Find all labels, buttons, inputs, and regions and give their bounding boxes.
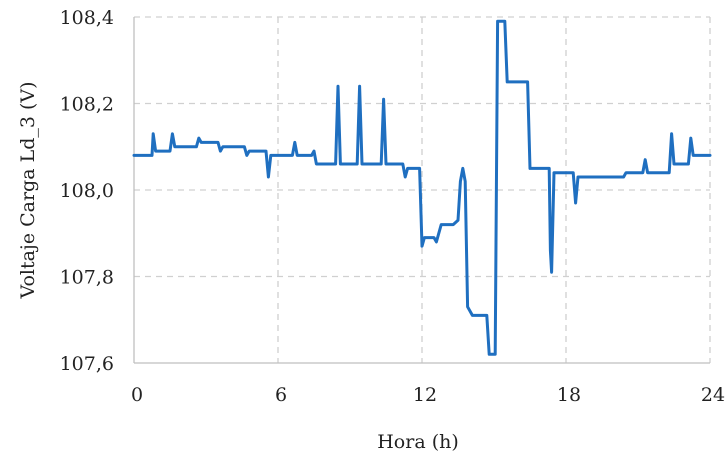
axes <box>133 17 710 364</box>
x-tick-label: 12 <box>413 384 437 406</box>
series-group <box>132 19 712 356</box>
y-axis-label: Voltaje Carga Ld_3 (V) <box>17 81 39 299</box>
y-tick-label: 107,8 <box>60 267 114 289</box>
y-tick-label: 108,4 <box>60 7 114 29</box>
y-tick-label: 107,6 <box>60 353 114 375</box>
x-tick-labels: 0 6 12 18 24 <box>131 384 725 406</box>
x-tick-label: 6 <box>275 384 287 406</box>
y-tick-label: 108,2 <box>60 94 114 116</box>
series-line-0 <box>132 19 712 356</box>
grid-lines <box>134 16 711 363</box>
x-axis-label: Hora (h) <box>377 431 459 453</box>
x-tick-label: 24 <box>701 384 725 406</box>
y-tick-label: 108,0 <box>60 180 114 202</box>
y-tick-labels: 107,6 107,8 108,0 108,2 108,4 <box>60 7 114 375</box>
x-tick-label: 18 <box>557 384 581 406</box>
x-tick-label: 0 <box>131 384 143 406</box>
